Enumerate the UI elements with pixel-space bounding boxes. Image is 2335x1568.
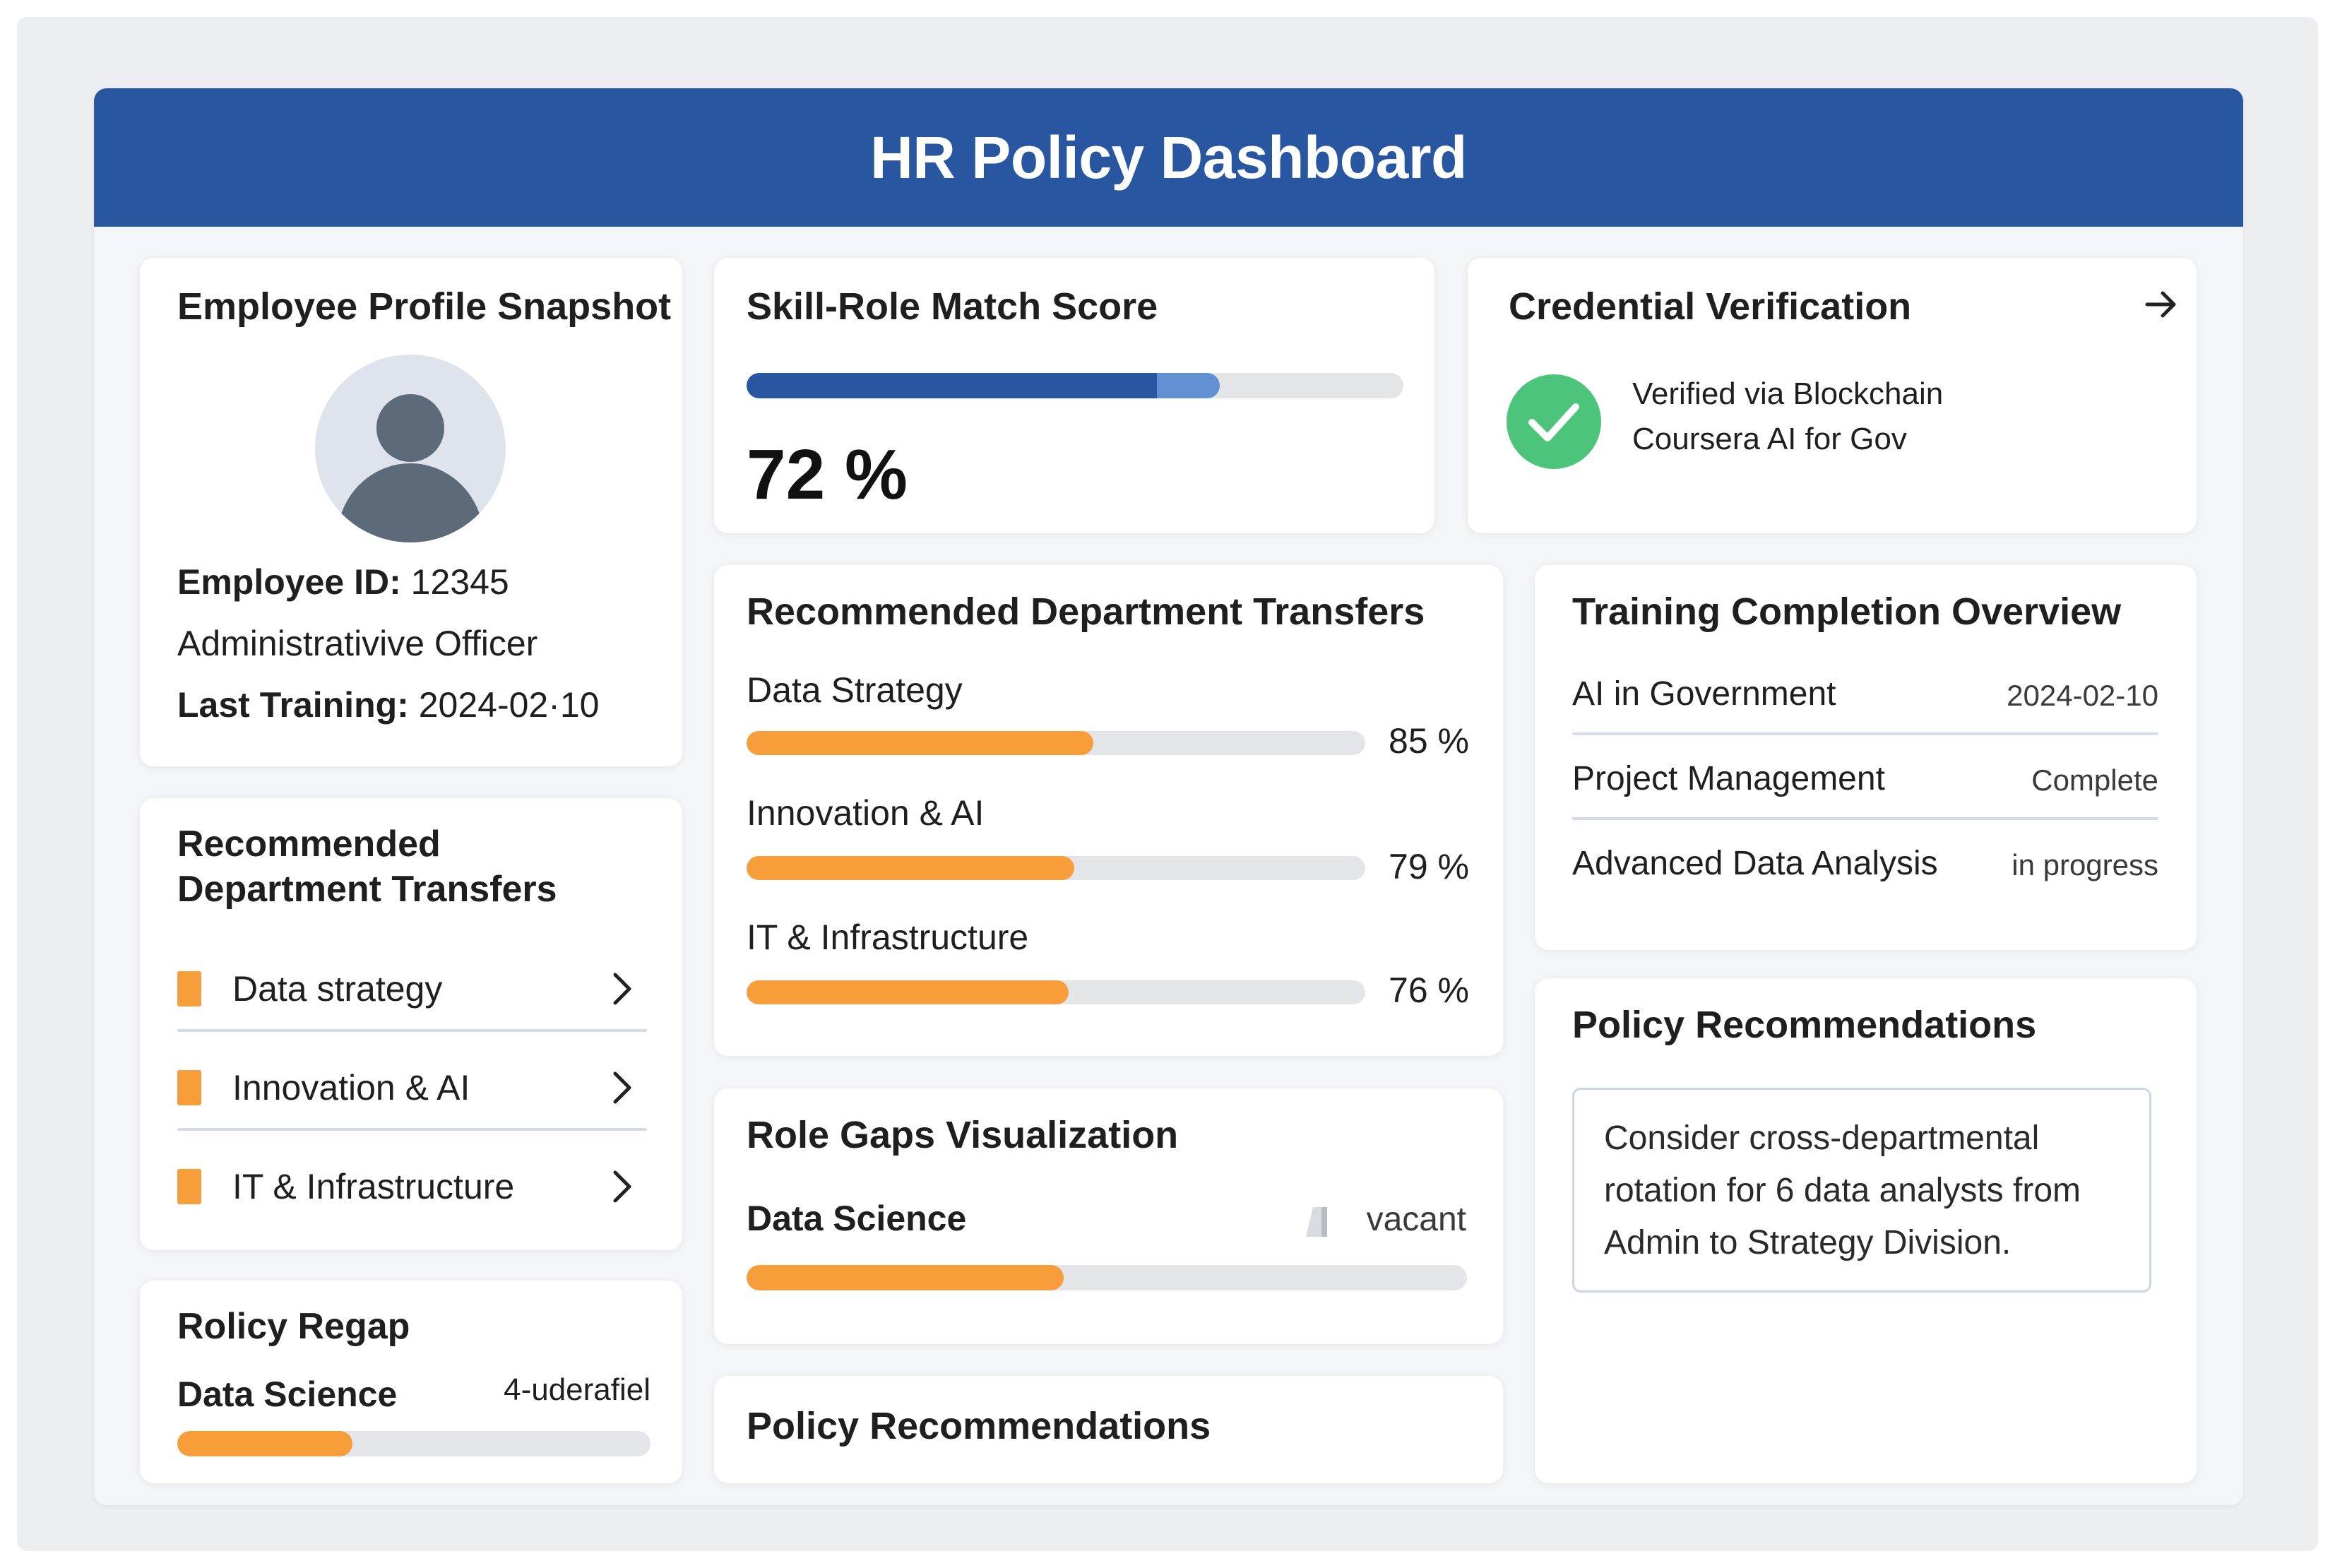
transfer-bar-label: Data Strategy: [747, 670, 963, 710]
transfer-bar-fill: [747, 980, 1069, 1004]
transfer-bar-value: 85 %: [1389, 721, 1469, 761]
skill-match-fill: [747, 373, 1158, 398]
list-item[interactable]: Innovation & AI: [177, 1056, 636, 1119]
last-training-value: 2024-02·10: [418, 685, 600, 725]
last-training-label: Last Training:: [177, 685, 409, 725]
employee-id-value: 12345: [410, 562, 509, 602]
policy-regap-card: Rolicy Regap Data Science 4-uderafiel: [140, 1281, 682, 1483]
policy-recs-center-card: Policy Recommendations: [714, 1376, 1503, 1483]
transfers-list-card: Recommended Department Transfers Data st…: [140, 798, 682, 1250]
credential-line-2: Coursera AI for Gov: [1632, 422, 1907, 456]
training-course: Advanced Data Analysis: [1572, 845, 1938, 882]
training-row: Advanced Data Analysis in progress: [1572, 844, 2158, 893]
chevron-right-icon: [613, 1071, 631, 1104]
transfer-bar-track: [747, 731, 1365, 755]
skill-match-bar: [747, 373, 1403, 398]
training-row: AI in Government 2024-02-10: [1572, 675, 2158, 724]
training-row: Project Management Complete: [1572, 759, 2158, 809]
employee-id-label: Employee ID:: [177, 562, 401, 602]
training-card: Training Completion Overview AI in Gover…: [1535, 565, 2197, 950]
role-gaps-status: vacant: [1366, 1201, 1466, 1238]
role-gaps-label: Data Science: [747, 1199, 967, 1238]
list-item[interactable]: Data strategy: [177, 957, 636, 1021]
training-status: in progress: [2012, 848, 2158, 881]
credential-title: Credential Verification: [1509, 285, 1912, 328]
transfers-list-title-2: Department Transfers: [177, 869, 557, 910]
training-status: 2024-02-10: [2007, 679, 2158, 712]
list-item-label: IT & Infrastructure: [232, 1167, 515, 1206]
transfer-bar-fill: [747, 856, 1075, 880]
transfers-bars-card: Recommended Department Transfers Data St…: [714, 565, 1503, 1056]
employee-role: Administrativive Officer: [177, 624, 538, 663]
verified-check-icon: [1507, 374, 1601, 469]
vacant-icon: [1300, 1203, 1333, 1240]
skill-match-card: Skill-Role Match Score 72 %: [714, 258, 1434, 533]
transfer-bar-value: 76 %: [1389, 970, 1469, 1010]
policy-recommendation-text: Consider cross-departmental rotation for…: [1572, 1088, 2151, 1293]
list-item-label: Data strategy: [232, 969, 443, 1009]
role-gaps-bar: [747, 1265, 1467, 1290]
list-divider: [177, 1128, 647, 1131]
training-status: Complete: [2031, 764, 2158, 797]
policy-regap-note: 4-uderafiel: [504, 1372, 650, 1407]
training-course: Project Management: [1572, 760, 1885, 797]
employee-profile-card: Employee Profile Snapshot Employee ID: 1…: [140, 258, 682, 766]
chevron-right-icon: [613, 973, 631, 1005]
credential-line-1: Verified via Blockchain: [1632, 376, 1944, 411]
arrow-right-icon[interactable]: [2140, 283, 2182, 326]
list-item-label: Innovation & AI: [232, 1068, 470, 1107]
avatar: [315, 355, 506, 542]
transfer-bar-label: Innovation & AI: [747, 793, 985, 833]
header-banner: HR Policy Dashboard: [94, 88, 2243, 227]
skill-match-value: 72 %: [747, 435, 908, 514]
transfer-bar-fill: [747, 731, 1093, 755]
role-gaps-title: Role Gaps Visualization: [747, 1114, 1179, 1156]
chevron-right-icon: [613, 1170, 631, 1203]
transfer-bar-label: IT & Infrastructure: [747, 917, 1029, 957]
list-divider: [177, 1029, 647, 1032]
employee-profile-title: Employee Profile Snapshot: [177, 285, 672, 328]
orange-marker-icon: [177, 1169, 201, 1204]
transfers-bars-title: Recommended Department Transfers: [747, 590, 1425, 633]
transfer-bar-track: [747, 856, 1365, 880]
person-icon: [337, 394, 484, 542]
employee-id-line: Employee ID: 12345: [177, 562, 509, 602]
role-gaps-fill: [747, 1265, 1064, 1290]
policy-regap-label: Data Science: [177, 1374, 398, 1414]
orange-marker-icon: [177, 1070, 201, 1105]
page-title: HR Policy Dashboard: [870, 124, 1467, 191]
last-training-line: Last Training: 2024-02·10: [177, 684, 599, 725]
orange-marker-icon: [177, 971, 201, 1006]
training-course: AI in Government: [1572, 675, 1836, 713]
policy-regap-fill: [177, 1431, 352, 1456]
training-title: Training Completion Overview: [1572, 590, 2122, 633]
role-gaps-card: Role Gaps Visualization Data Science vac…: [714, 1088, 1503, 1344]
list-item[interactable]: IT & Infrastructure: [177, 1155, 636, 1218]
policy-recs-center-title: Policy Recommendations: [747, 1405, 1211, 1447]
policy-recs-right-title: Policy Recommendations: [1572, 1004, 2037, 1046]
policy-regap-bar: [177, 1431, 650, 1456]
transfers-list-title-1: Recommended: [177, 824, 441, 865]
transfer-bar-value: 79 %: [1389, 847, 1469, 886]
training-divider: [1572, 732, 2158, 735]
credential-card: Credential Verification Verified via Blo…: [1468, 258, 2197, 533]
training-divider: [1572, 817, 2158, 820]
dashboard-frame: HR Policy Dashboard Employee Profile Sna…: [94, 88, 2243, 1505]
policy-regap-title: Rolicy Regap: [177, 1306, 410, 1347]
skill-match-title: Skill-Role Match Score: [747, 285, 1158, 328]
transfer-bar-track: [747, 980, 1365, 1004]
policy-recs-right-card: Policy Recommendations Consider cross-de…: [1535, 978, 2197, 1483]
